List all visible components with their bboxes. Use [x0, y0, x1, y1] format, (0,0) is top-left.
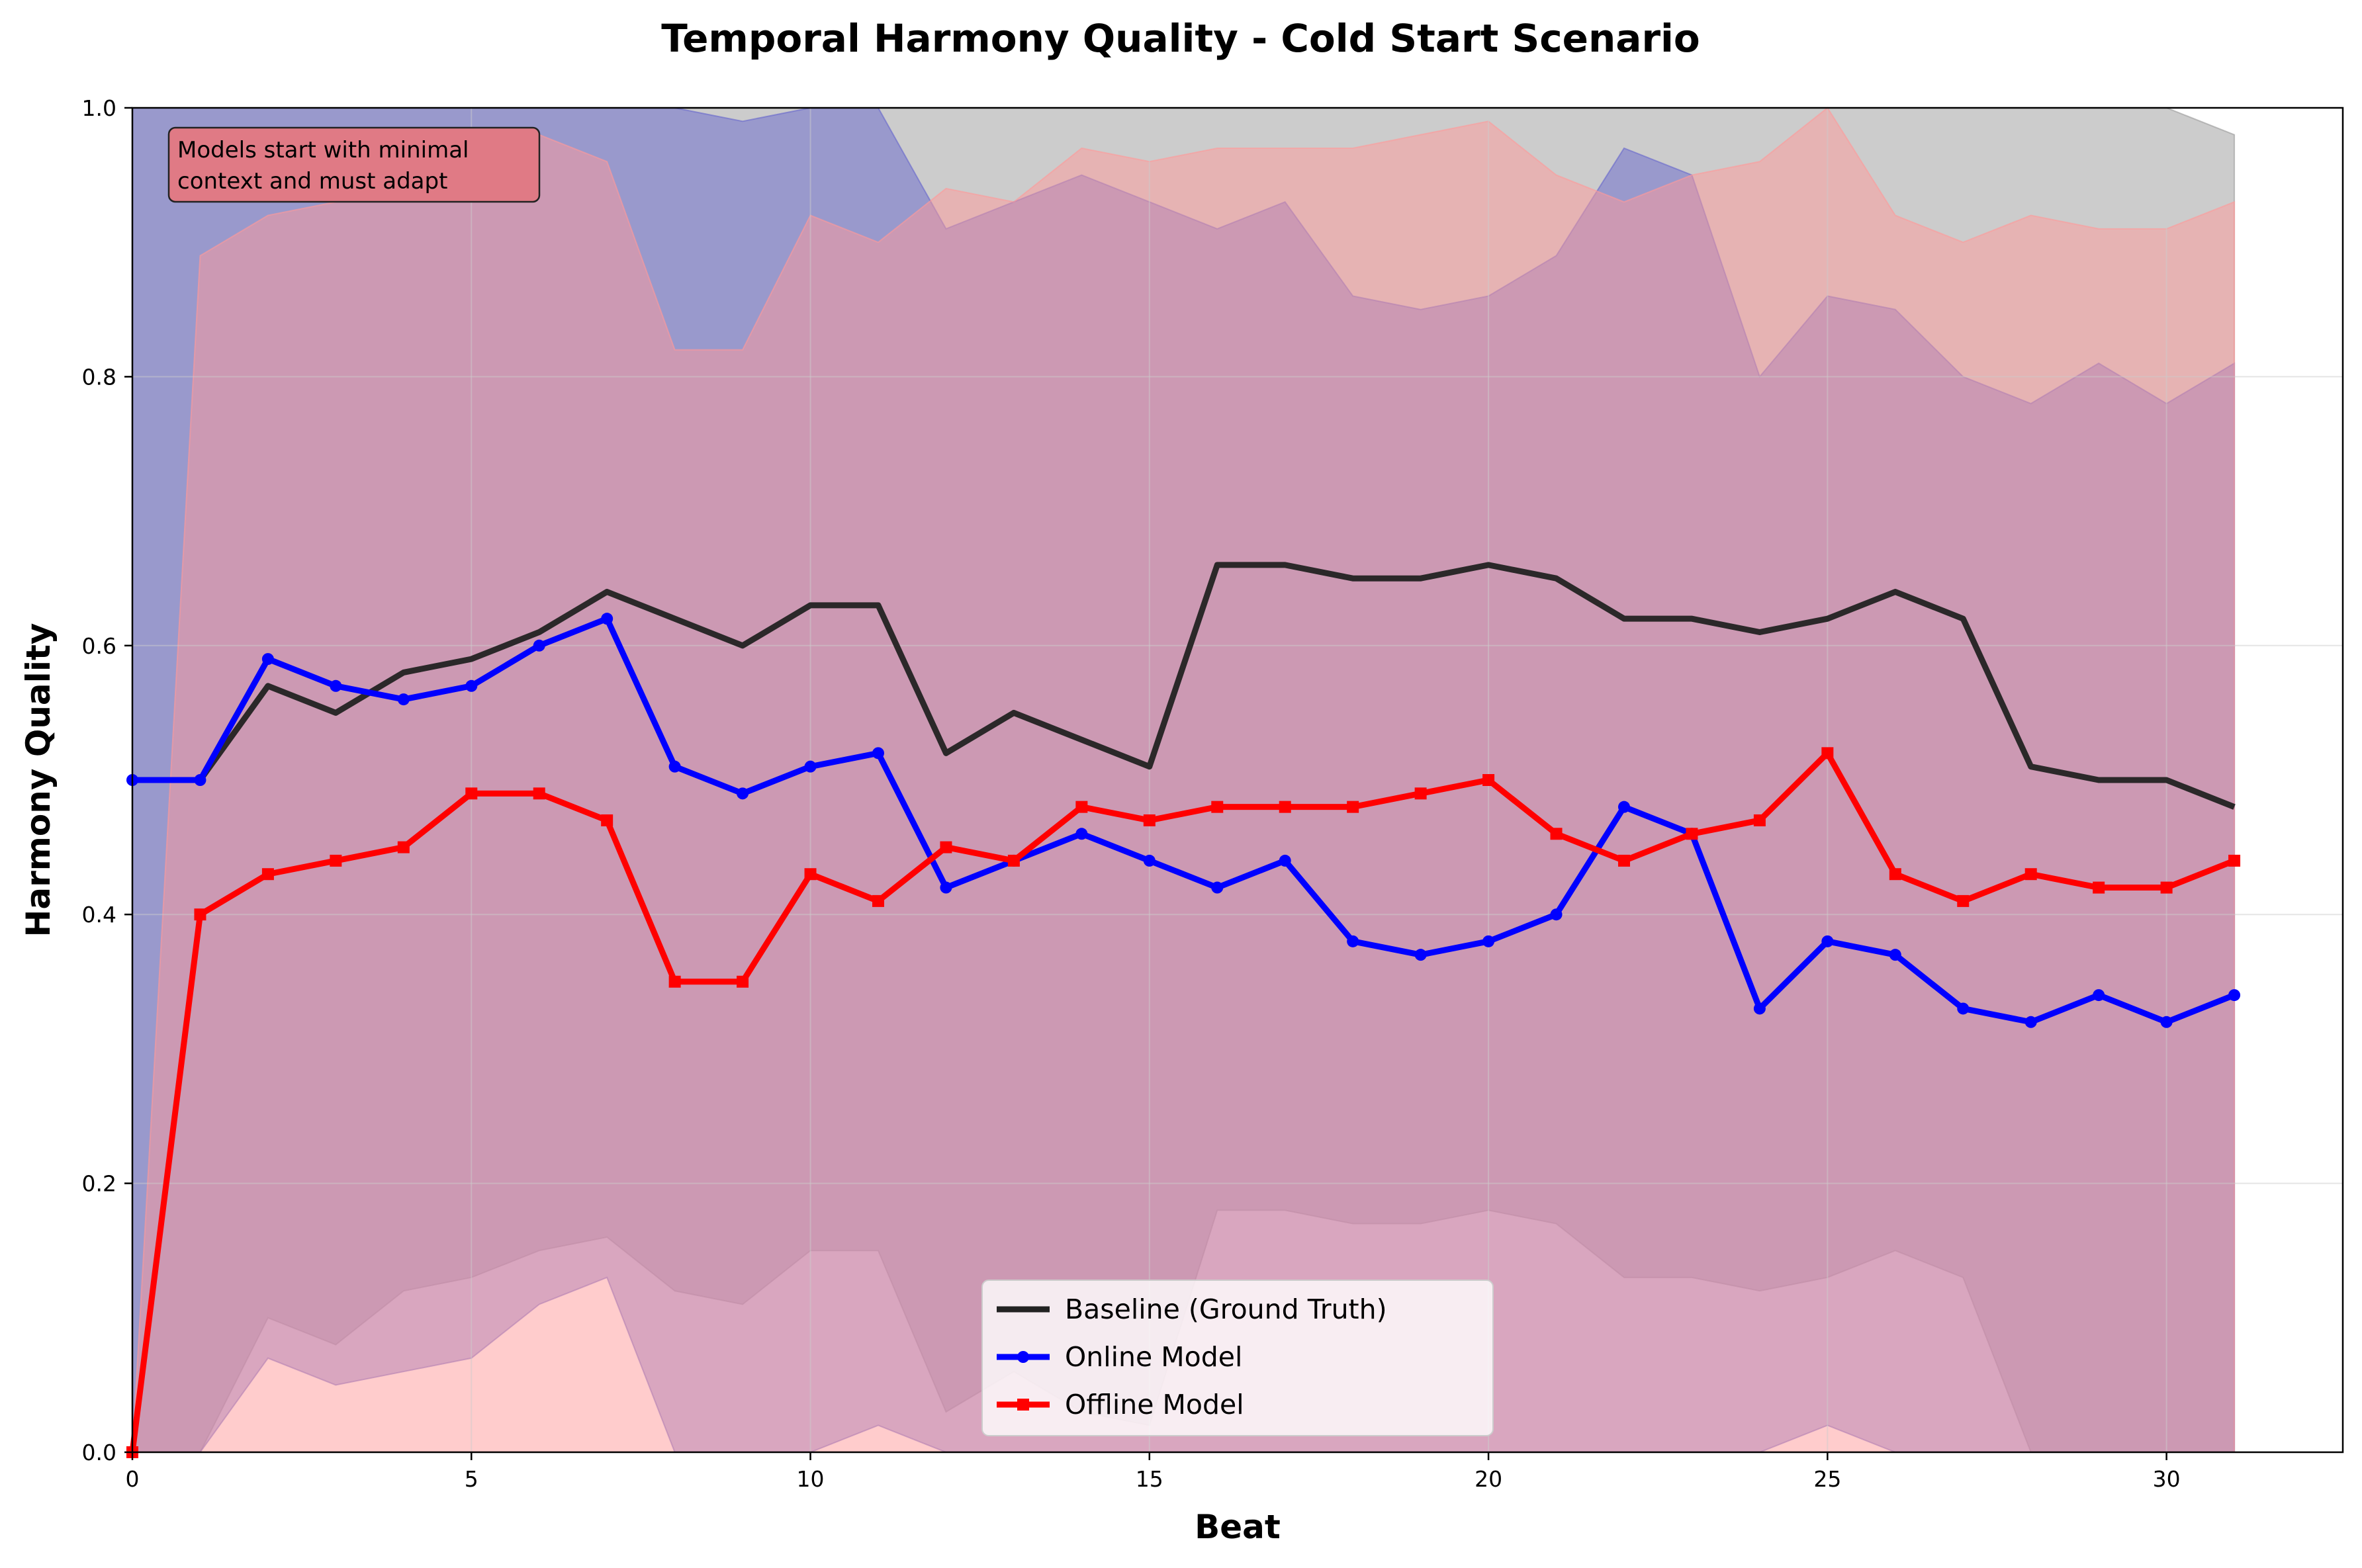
data-point-online-16 — [1211, 881, 1224, 894]
x-tick-label-5: 25 — [1813, 1466, 1841, 1492]
data-point-online-10 — [804, 760, 817, 773]
data-point-offline-18 — [1347, 801, 1359, 813]
series-line-2 — [129, 750, 2236, 1453]
x-tick-label-6: 30 — [2153, 1466, 2181, 1492]
data-point-offline-23 — [1686, 828, 1698, 840]
data-point-online-15 — [1143, 854, 1156, 867]
data-point-offline-20 — [1482, 774, 1495, 786]
data-point-offline-3 — [330, 854, 342, 867]
y-tick-label-3: 0.6 — [82, 633, 116, 659]
data-point-online-4 — [397, 693, 410, 706]
data-point-offline-31 — [2228, 854, 2241, 867]
data-point-offline-2 — [261, 868, 274, 881]
data-point-online-27 — [1957, 1002, 1970, 1015]
y-axis-ticks: 0.0 0.2 0.4 0.6 0.8 1.0 — [82, 95, 132, 1465]
data-point-offline-8 — [668, 975, 681, 988]
data-point-online-20 — [1482, 935, 1495, 947]
data-point-online-5 — [465, 679, 478, 692]
x-tick-label-1: 5 — [465, 1466, 478, 1492]
data-point-offline-14 — [1075, 801, 1088, 813]
confidence-bands — [131, 107, 2236, 1453]
data-point-online-22 — [1617, 801, 1630, 813]
data-point-online-28 — [2024, 1016, 2037, 1028]
x-axis-label: Beat — [1195, 1508, 1281, 1546]
data-point-offline-26 — [1889, 868, 1901, 881]
data-point-offline-30 — [2160, 881, 2173, 894]
annotation-box: Models start with minimal context and mu… — [167, 126, 541, 203]
data-point-offline-16 — [1211, 801, 1224, 813]
x-tick-label-2: 10 — [797, 1466, 825, 1492]
data-point-online-24 — [1753, 1002, 1766, 1015]
legend: Baseline (Ground Truth) Online Model Offli… — [981, 1280, 1494, 1436]
data-point-offline-25 — [1821, 747, 1834, 760]
data-point-online-1 — [194, 774, 206, 786]
series-line-0 — [132, 562, 2236, 810]
y-tick-label-1: 0.2 — [82, 1171, 116, 1197]
legend-label-1: Online Model — [1065, 1341, 1242, 1373]
data-point-online-17 — [1279, 854, 1291, 867]
data-point-offline-9 — [737, 975, 749, 988]
data-point-offline-6 — [533, 787, 545, 800]
data-point-offline-12 — [940, 841, 952, 853]
data-point-offline-10 — [804, 868, 817, 881]
data-point-offline-5 — [465, 787, 478, 800]
y-tick-label-4: 0.8 — [82, 364, 116, 390]
data-point-online-30 — [2160, 1016, 2173, 1028]
plot-frame — [131, 107, 2344, 1454]
series-line-1 — [132, 615, 2236, 1025]
data-point-offline-1 — [194, 908, 206, 921]
data-point-online-25 — [1821, 935, 1834, 947]
x-axis-ticks: 0 5 10 15 20 25 30 — [126, 1452, 2181, 1492]
data-point-offline-4 — [397, 841, 410, 853]
legend-label-2: Offline Model — [1065, 1389, 1244, 1420]
data-point-online-21 — [1550, 908, 1563, 921]
y-axis-label: Harmony Quality — [19, 623, 58, 937]
x-tick-label-3: 15 — [1136, 1466, 1163, 1492]
data-point-online-31 — [2228, 989, 2241, 1002]
data-point-online-18 — [1347, 935, 1359, 947]
legend-box — [981, 1280, 1494, 1436]
legend-label-0: Baseline (Ground Truth) — [1065, 1293, 1387, 1325]
data-point-online-6 — [533, 639, 545, 652]
data-point-offline-29 — [2093, 881, 2105, 894]
data-point-online-8 — [668, 760, 681, 773]
data-point-offline-21 — [1550, 828, 1563, 840]
data-point-online-11 — [872, 747, 884, 760]
data-point-online-7 — [601, 613, 613, 625]
chart-title: Temporal Harmony Quality - Cold Start Sc… — [661, 16, 1700, 61]
y-tick-label-5: 1.0 — [82, 95, 116, 121]
y-tick-label-2: 0.4 — [82, 902, 116, 928]
data-point-offline-22 — [1617, 854, 1630, 867]
confidence-band-2 — [131, 107, 2236, 1453]
data-point-online-2 — [261, 653, 274, 666]
data-point-offline-17 — [1279, 801, 1291, 813]
annotation-line-1: Models start with minimal — [177, 137, 469, 163]
data-point-offline-7 — [601, 814, 613, 826]
series-markers — [126, 613, 2241, 1458]
data-point-offline-24 — [1753, 814, 1766, 826]
data-point-online-26 — [1889, 949, 1901, 961]
annotation-line-2: context and must adapt — [177, 168, 447, 195]
legend-marker-2 — [1017, 1399, 1029, 1411]
data-point-online-29 — [2093, 989, 2105, 1002]
data-point-offline-27 — [1957, 894, 1970, 907]
y-tick-label-0: 0.0 — [82, 1440, 116, 1465]
data-point-offline-13 — [1007, 854, 1020, 867]
data-point-offline-15 — [1143, 814, 1156, 826]
data-point-online-9 — [737, 787, 749, 800]
data-point-offline-19 — [1414, 787, 1427, 800]
data-point-online-12 — [940, 881, 952, 894]
x-tick-label-4: 20 — [1475, 1466, 1502, 1492]
x-tick-label-0: 0 — [126, 1466, 140, 1492]
annotation-background — [167, 126, 541, 203]
data-point-online-3 — [330, 679, 342, 692]
data-point-online-14 — [1075, 828, 1088, 840]
data-point-online-19 — [1414, 949, 1427, 961]
legend-marker-1 — [1017, 1351, 1029, 1363]
series-lines — [129, 562, 2236, 1453]
data-point-offline-11 — [872, 894, 884, 907]
data-point-offline-28 — [2024, 868, 2037, 881]
grid-lines — [132, 107, 2343, 1453]
